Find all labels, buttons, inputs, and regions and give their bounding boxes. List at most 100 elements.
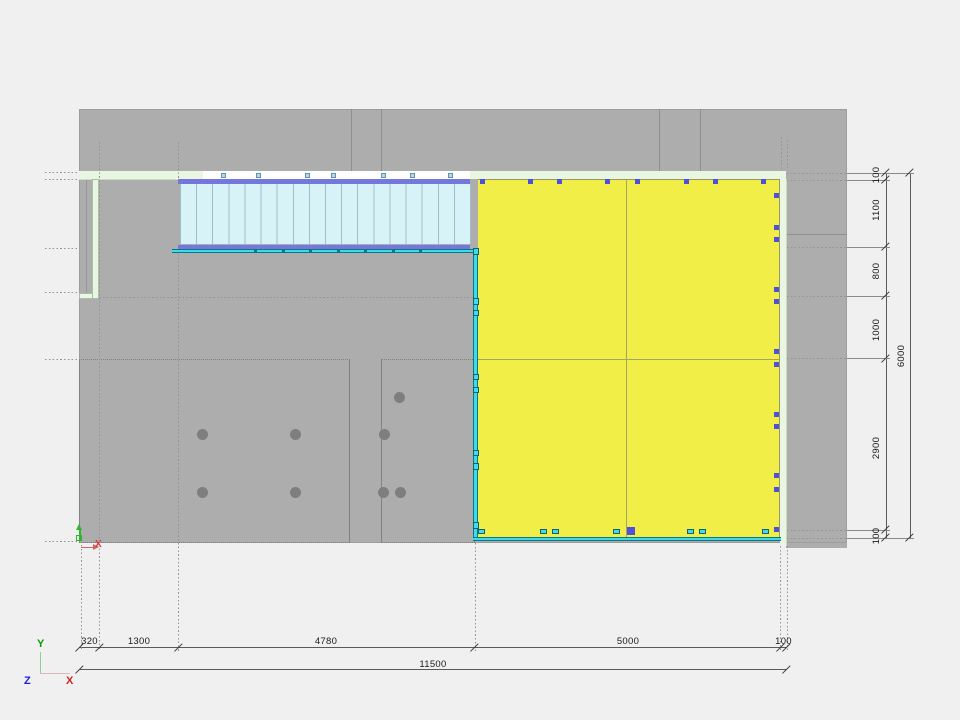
cyan-marker[interactable]: [699, 528, 706, 534]
dotted-gridline-horizontal: [786, 537, 847, 539]
inner-room-outline[interactable]: [380, 359, 475, 543]
column-circle[interactable]: [289, 486, 301, 498]
mint-wall-band-top[interactable]: [470, 170, 787, 180]
dim-extension-line: [847, 172, 914, 174]
column-circle[interactable]: [394, 486, 406, 498]
panel-clip-marker[interactable]: [409, 173, 415, 179]
cyan-wall-tick: [281, 249, 285, 253]
purple-marker[interactable]: [774, 527, 779, 532]
dim-overall-right: [909, 172, 911, 538]
purple-marker[interactable]: [760, 179, 766, 184]
dotted-gridline-horizontal: [786, 246, 847, 248]
cyan-marker[interactable]: [539, 528, 547, 534]
cyan-marker[interactable]: [472, 298, 480, 305]
cyan-marker[interactable]: [687, 528, 694, 534]
wall-joint-line: [351, 109, 352, 171]
panel-clip-marker[interactable]: [220, 173, 226, 179]
dimension-label[interactable]: 6000: [895, 344, 907, 368]
cyan-marker[interactable]: [472, 449, 480, 457]
cyan-marker[interactable]: [477, 528, 485, 534]
dimension-label[interactable]: 5000: [616, 636, 640, 647]
dim-extension-line: [847, 358, 890, 360]
dotted-gridline-vertical: [780, 546, 782, 651]
purple-marker[interactable]: [480, 179, 486, 184]
panel-clip-marker[interactable]: [255, 173, 261, 179]
purple-marker[interactable]: [774, 192, 779, 198]
panel-clip-marker[interactable]: [330, 173, 336, 179]
column-circle[interactable]: [289, 428, 301, 440]
cyan-marker[interactable]: [552, 528, 559, 534]
dimension-label[interactable]: 1300: [127, 636, 151, 647]
cyan-wall-vertical[interactable]: [472, 249, 478, 541]
axis-z-label: Z: [24, 675, 31, 687]
dim-extension-line: [847, 530, 890, 531]
dotted-gridline-vertical: [178, 253, 180, 651]
yellow-slab[interactable]: [477, 179, 781, 537]
column-circle[interactable]: [197, 428, 209, 440]
dotted-gridline-horizontal: [45, 179, 79, 181]
dotted-gridline-horizontal: [786, 172, 847, 174]
dimension-label[interactable]: 1100: [871, 199, 882, 221]
purple-marker[interactable]: [712, 179, 718, 184]
purple-marker[interactable]: [774, 411, 779, 417]
column-circle[interactable]: [197, 486, 209, 498]
dimension-label[interactable]: 1000: [871, 318, 882, 342]
mint-wall-band-right[interactable]: [780, 179, 788, 546]
purple-marker[interactable]: [684, 179, 690, 184]
purple-marker[interactable]: [774, 472, 779, 478]
purple-marker[interactable]: [556, 179, 562, 184]
cyan-marker[interactable]: [762, 528, 769, 534]
purple-marker[interactable]: [774, 286, 779, 292]
cyan-wall-bottom[interactable]: [472, 536, 781, 541]
dimension-label[interactable]: 100: [775, 636, 792, 647]
purple-marker[interactable]: [774, 236, 779, 242]
column-circle[interactable]: [378, 486, 390, 498]
purple-marker[interactable]: [527, 179, 533, 184]
wall-joint-line: [86, 179, 87, 293]
mint-wall-l-vertical[interactable]: [92, 179, 99, 300]
panel-clip-marker[interactable]: [304, 173, 310, 179]
panel-top-purple-bar[interactable]: [178, 178, 470, 184]
slab-divider-horizontal: [477, 359, 780, 361]
dimension-label[interactable]: 320: [81, 636, 98, 647]
purple-marker[interactable]: [774, 299, 779, 305]
dimension-label[interactable]: 4780: [314, 636, 338, 647]
white-band-opening[interactable]: [203, 170, 470, 180]
purple-marker[interactable]: [774, 424, 779, 430]
cyan-wall-tick: [253, 249, 257, 253]
cyan-marker[interactable]: [472, 522, 480, 529]
dim-chain-bottom: [79, 647, 787, 649]
dimension-label[interactable]: 11500: [419, 658, 447, 670]
cyan-marker[interactable]: [613, 528, 620, 534]
inner-room-outline[interactable]: [79, 359, 351, 543]
dimension-label[interactable]: 800: [871, 262, 882, 280]
panel-bottom-purple-bar[interactable]: [178, 244, 470, 250]
panel-clip-marker[interactable]: [380, 173, 386, 179]
mint-wall-l-horizontal[interactable]: [79, 292, 93, 300]
ucs-x-arrowhead-icon: [92, 544, 99, 551]
purple-marker[interactable]: [774, 361, 779, 367]
purple-marker[interactable]: [635, 179, 641, 184]
purple-marker[interactable]: [774, 486, 779, 492]
cyan-marker[interactable]: [472, 373, 480, 381]
purple-marker[interactable]: [774, 224, 779, 230]
dimension-label[interactable]: 100: [871, 527, 882, 545]
panel-clip-marker[interactable]: [447, 173, 453, 179]
dimension-label[interactable]: 2900: [871, 436, 882, 460]
glazed-panel-strip[interactable]: [180, 183, 471, 245]
cyan-wall-horizontal[interactable]: [172, 249, 478, 254]
dim-extension-line: [847, 295, 890, 297]
cyan-marker[interactable]: [472, 309, 480, 317]
cyan-marker[interactable]: [472, 248, 480, 255]
column-circle[interactable]: [379, 428, 391, 440]
dotted-gridline-vertical: [99, 141, 101, 651]
purple-marker[interactable]: [774, 349, 779, 354]
column-circle[interactable]: [394, 391, 406, 403]
mint-wall-band-left[interactable]: [79, 170, 203, 181]
purple-marker[interactable]: [605, 179, 611, 184]
dotted-gridline-horizontal: [45, 172, 79, 174]
purple-marker[interactable]: [626, 527, 635, 535]
cyan-marker[interactable]: [472, 463, 480, 470]
cyan-marker[interactable]: [472, 386, 480, 394]
